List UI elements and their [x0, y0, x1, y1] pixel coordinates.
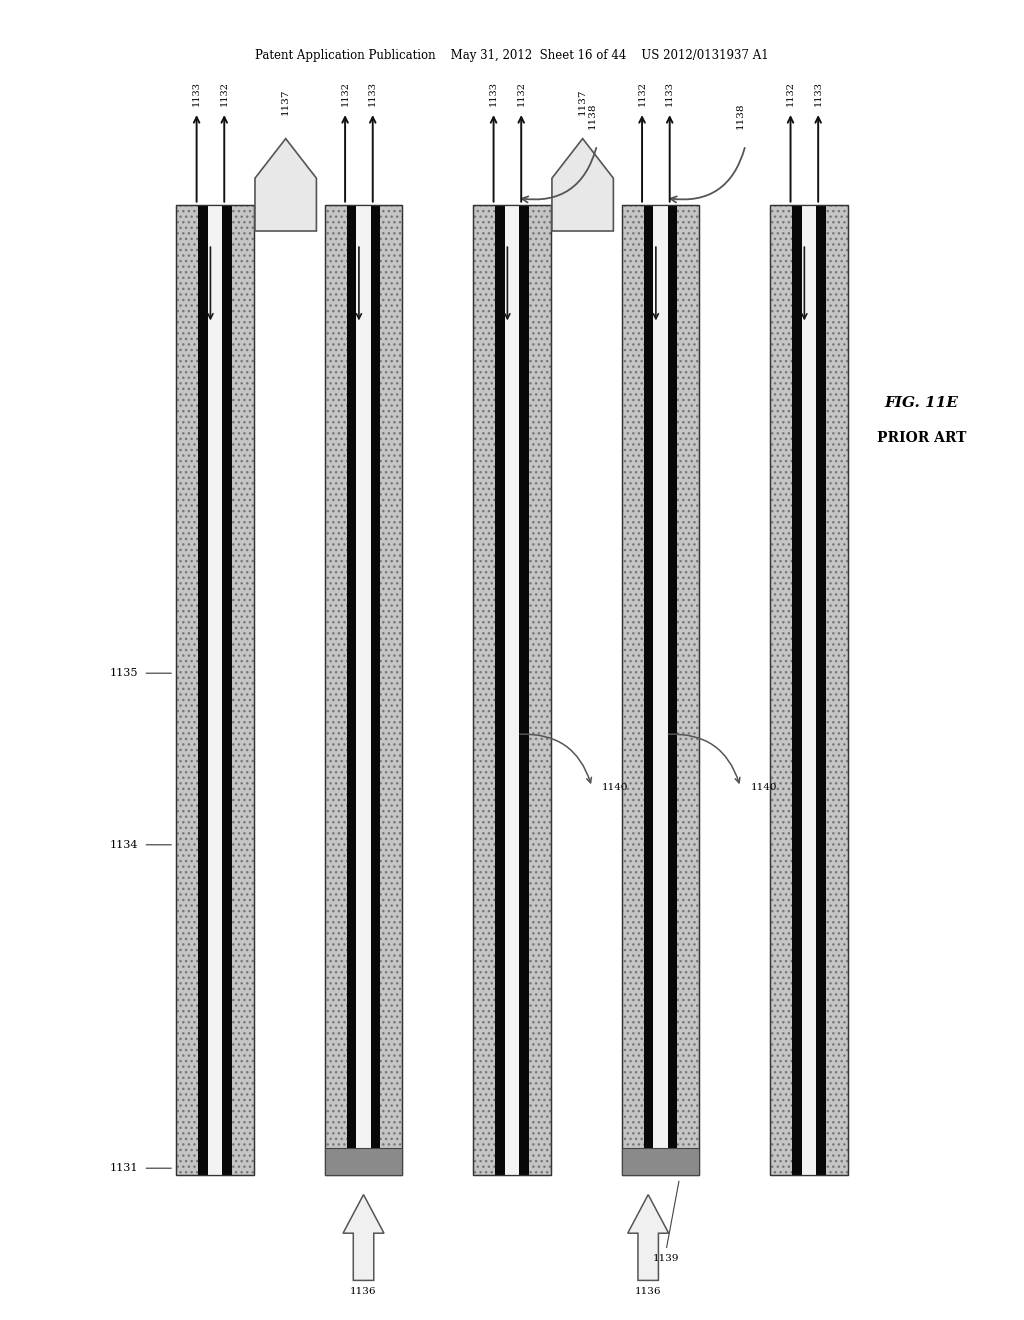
Bar — [371, 205, 380, 1175]
Bar — [325, 205, 402, 1175]
Text: 1132: 1132 — [638, 81, 646, 106]
Bar — [622, 205, 699, 1175]
Text: 1137: 1137 — [579, 88, 587, 115]
Bar — [176, 205, 254, 1175]
Text: PRIOR ART: PRIOR ART — [877, 432, 967, 445]
Text: 1140: 1140 — [602, 783, 629, 792]
Text: 1133: 1133 — [369, 81, 377, 106]
Text: 1132: 1132 — [220, 81, 228, 106]
Polygon shape — [343, 1195, 384, 1280]
Text: 1134: 1134 — [110, 840, 138, 850]
Bar — [668, 205, 677, 1175]
Bar — [793, 205, 825, 1175]
Bar — [325, 205, 402, 1175]
Bar — [622, 205, 699, 1175]
Bar — [793, 205, 802, 1175]
Text: 1133: 1133 — [193, 81, 201, 106]
Text: 1131: 1131 — [110, 1163, 138, 1173]
Bar — [622, 1148, 699, 1175]
Text: 1135: 1135 — [110, 668, 138, 678]
Bar — [347, 205, 356, 1175]
Bar — [473, 205, 551, 1175]
Text: 1136: 1136 — [635, 1287, 662, 1296]
Bar — [176, 205, 254, 1175]
Text: 1139: 1139 — [652, 1254, 679, 1263]
Text: 1133: 1133 — [489, 81, 498, 106]
Text: 1137: 1137 — [282, 88, 290, 115]
Polygon shape — [628, 1195, 669, 1280]
Text: FIG. 11E: FIG. 11E — [885, 396, 958, 409]
Text: Patent Application Publication    May 31, 2012  Sheet 16 of 44    US 2012/013193: Patent Application Publication May 31, 2… — [255, 49, 769, 62]
Bar — [347, 205, 380, 1175]
Text: 1133: 1133 — [666, 81, 674, 106]
Text: 1132: 1132 — [517, 81, 525, 106]
Bar — [644, 205, 677, 1175]
Polygon shape — [552, 139, 613, 231]
Text: 1136: 1136 — [350, 1287, 377, 1296]
Text: 1132: 1132 — [786, 81, 795, 106]
Polygon shape — [255, 139, 316, 231]
Text: 1138: 1138 — [736, 103, 744, 129]
Text: 1132: 1132 — [341, 81, 349, 106]
Bar — [199, 205, 231, 1175]
Bar — [519, 205, 528, 1175]
Bar — [199, 205, 208, 1175]
Text: 1138: 1138 — [588, 103, 596, 129]
Text: 1140: 1140 — [751, 783, 777, 792]
Bar — [816, 205, 825, 1175]
Bar — [325, 1148, 402, 1175]
Bar — [622, 205, 699, 1175]
Bar — [644, 205, 653, 1175]
Bar — [473, 205, 551, 1175]
Bar — [325, 205, 402, 1175]
Bar — [496, 205, 505, 1175]
Bar — [770, 205, 848, 1175]
Bar — [770, 205, 848, 1175]
Bar — [496, 205, 528, 1175]
Bar — [770, 205, 848, 1175]
Bar — [222, 205, 231, 1175]
Bar — [473, 205, 551, 1175]
Bar — [176, 205, 254, 1175]
Text: 1133: 1133 — [814, 81, 822, 106]
